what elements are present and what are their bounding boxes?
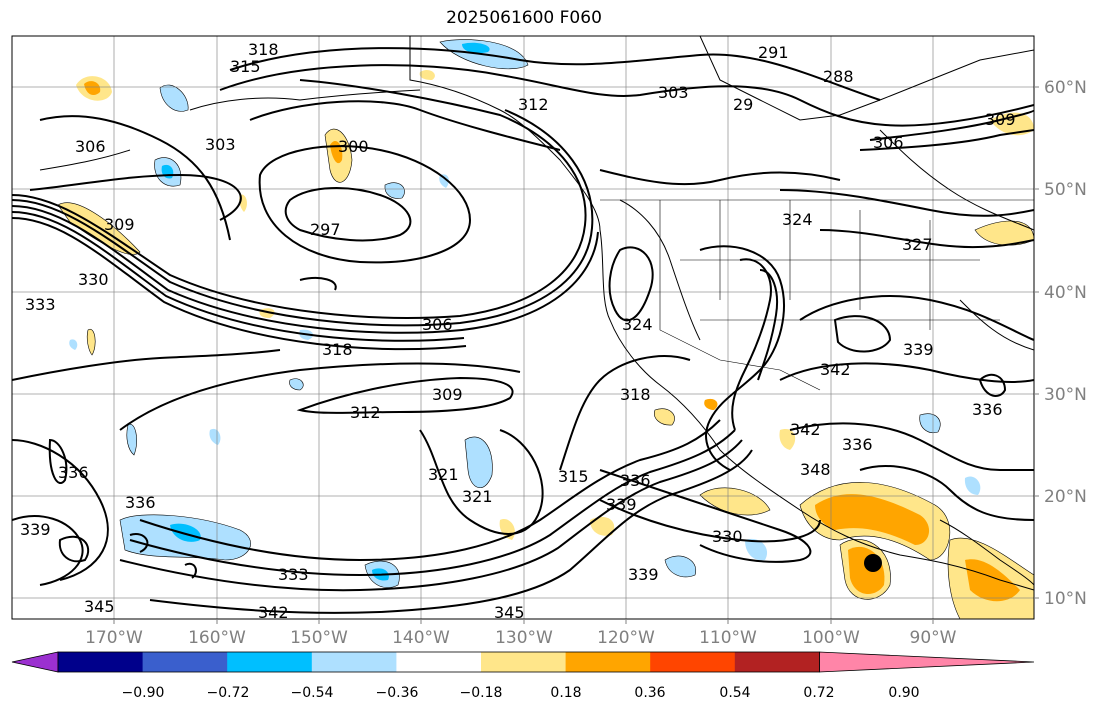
contour-label: 336 bbox=[58, 463, 89, 482]
colorbar-tick-label: 0.72 bbox=[803, 685, 834, 701]
lat-label: 30°N bbox=[1044, 385, 1087, 405]
contour-label: 309 bbox=[104, 215, 135, 234]
contour-label: 330 bbox=[712, 527, 743, 546]
lon-label: 150°W bbox=[290, 628, 348, 648]
colorbar-tick-label: 0.36 bbox=[634, 685, 665, 701]
colorbar-segment bbox=[311, 652, 397, 672]
contour-label: 333 bbox=[278, 565, 309, 584]
lat-label: 50°N bbox=[1044, 180, 1087, 200]
contour-label: 324 bbox=[622, 315, 653, 334]
contour-label: 306 bbox=[873, 133, 904, 152]
colorbar-tick-label: 0.18 bbox=[550, 685, 581, 701]
lat-label: 20°N bbox=[1044, 487, 1087, 507]
colorbar-segment bbox=[734, 652, 820, 672]
contour-label: 303 bbox=[205, 135, 236, 154]
contour-label: 339 bbox=[606, 495, 637, 514]
contour-label: 321 bbox=[428, 465, 459, 484]
colorbar-segment bbox=[227, 652, 313, 672]
colorbar-tick-label: −0.18 bbox=[460, 685, 503, 701]
lat-label: 10°N bbox=[1044, 589, 1087, 609]
contour-label: 306 bbox=[422, 315, 453, 334]
lon-label: 170°W bbox=[85, 628, 143, 648]
colorbar-tick-label: 0.90 bbox=[888, 685, 919, 701]
lat-label: 60°N bbox=[1044, 78, 1087, 98]
contour-label: 312 bbox=[518, 95, 549, 114]
colorbar bbox=[11, 651, 1035, 673]
colorbar-tick-label: −0.54 bbox=[291, 685, 334, 701]
colorbar-segment bbox=[650, 652, 736, 672]
contour-label: 288 bbox=[823, 67, 854, 86]
contour-label: 318 bbox=[322, 340, 353, 359]
contour-label: 315 bbox=[558, 467, 589, 486]
theta-contours bbox=[12, 47, 1034, 614]
map-title: 2025061600 F060 bbox=[446, 8, 602, 28]
contour-label: 348 bbox=[800, 460, 831, 479]
lon-label: 160°W bbox=[188, 628, 246, 648]
contour-label: 303 bbox=[658, 83, 689, 102]
contour-label: 318 bbox=[620, 385, 651, 404]
contour-label: 29 bbox=[733, 95, 753, 114]
contour-labels: 318 315 303 312 291 288 29 306 303 300 3… bbox=[20, 40, 1016, 622]
contour-label: 345 bbox=[494, 603, 525, 622]
contour-label: 327 bbox=[902, 235, 933, 254]
colorbar-segment bbox=[142, 652, 228, 672]
contour-label: 300 bbox=[338, 137, 369, 156]
longitude-labels: 170°W 160°W 150°W 140°W 130°W 120°W 110°… bbox=[85, 628, 957, 648]
contour-label: 339 bbox=[903, 340, 934, 359]
lat-lon-grid bbox=[12, 36, 1034, 619]
colorbar-tick-label: 0.54 bbox=[719, 685, 750, 701]
contour-label: 297 bbox=[310, 220, 341, 239]
contour-label: 342 bbox=[258, 603, 289, 622]
colorbar-extend-max bbox=[819, 651, 1035, 673]
contour-label: 345 bbox=[84, 597, 115, 616]
lon-label: 90°W bbox=[910, 628, 957, 648]
lon-label: 110°W bbox=[699, 628, 757, 648]
contour-label: 342 bbox=[820, 360, 851, 379]
contour-label: 309 bbox=[985, 110, 1016, 129]
colorbar-tick-labels: −0.90 −0.72 −0.54 −0.36 −0.18 0.18 0.36 … bbox=[122, 685, 920, 701]
contour-label: 321 bbox=[462, 487, 493, 506]
contour-label: 333 bbox=[25, 295, 56, 314]
lon-label: 130°W bbox=[495, 628, 553, 648]
lon-label: 140°W bbox=[392, 628, 450, 648]
contour-label: 336 bbox=[125, 493, 156, 512]
colorbar-tick-label: −0.72 bbox=[207, 685, 250, 701]
contour-label: 339 bbox=[20, 520, 51, 539]
contour-label: 306 bbox=[75, 137, 106, 156]
contour-label: 336 bbox=[620, 471, 651, 490]
contour-label: 315 bbox=[230, 57, 261, 76]
colorbar-segment bbox=[481, 652, 567, 672]
colorbar-tick-label: −0.36 bbox=[376, 685, 419, 701]
colorbar-segment bbox=[565, 652, 651, 672]
contour-label: 339 bbox=[628, 565, 659, 584]
storm-marker bbox=[864, 554, 882, 572]
axis-ticks bbox=[113, 86, 1039, 624]
contour-label: 324 bbox=[782, 210, 813, 229]
contour-label: 312 bbox=[350, 403, 381, 422]
contour-label: 336 bbox=[972, 400, 1003, 419]
colorbar-border bbox=[57, 651, 820, 673]
contour-label: 291 bbox=[758, 43, 789, 62]
contour-label: 330 bbox=[78, 270, 109, 289]
contour-label: 309 bbox=[432, 385, 463, 404]
colorbar-tick-label: −0.90 bbox=[122, 685, 165, 701]
lat-label: 40°N bbox=[1044, 283, 1087, 303]
latitude-labels: 60°N 50°N 40°N 30°N 20°N 10°N bbox=[1044, 78, 1087, 609]
contour-label: 318 bbox=[248, 40, 279, 59]
colorbar-segment bbox=[396, 652, 482, 672]
political-boundaries bbox=[600, 199, 1034, 391]
negative-anomaly-shading bbox=[69, 39, 981, 588]
contour-label: 342 bbox=[790, 420, 821, 439]
lon-label: 120°W bbox=[597, 628, 655, 648]
contour-label: 336 bbox=[842, 435, 873, 454]
colorbar-segment bbox=[58, 652, 144, 672]
map-frame bbox=[11, 35, 1035, 620]
colorbar-extend-min bbox=[11, 651, 59, 673]
lon-label: 100°W bbox=[802, 628, 860, 648]
